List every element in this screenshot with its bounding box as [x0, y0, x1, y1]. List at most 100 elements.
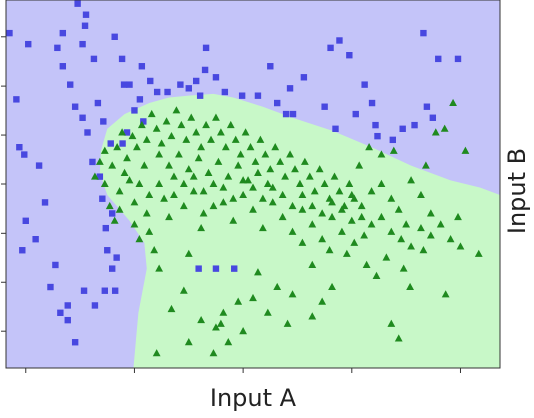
point-triangle — [236, 150, 245, 158]
point-triangle — [266, 165, 275, 173]
point-triangle — [137, 120, 146, 129]
point-triangle — [152, 124, 161, 132]
point-square — [119, 140, 126, 147]
point-triangle — [256, 135, 265, 143]
point-triangle — [268, 198, 277, 206]
point-triangle — [320, 179, 329, 187]
point-triangle — [377, 179, 386, 187]
point-triangle — [91, 172, 99, 180]
point-triangle — [440, 124, 449, 132]
point-triangle — [197, 143, 206, 151]
point-triangle — [145, 190, 154, 199]
point-triangle — [288, 227, 297, 235]
point-square — [64, 302, 71, 309]
point-triangle — [417, 190, 425, 199]
point-triangle — [221, 143, 230, 151]
point-triangle — [165, 212, 173, 221]
point-triangle — [135, 235, 144, 243]
point-square — [81, 22, 89, 29]
point-triangle — [189, 187, 198, 195]
point-triangle — [170, 190, 178, 199]
point-triangle — [372, 271, 381, 279]
point-triangle — [239, 176, 248, 184]
point-triangle — [167, 131, 176, 140]
point-triangle — [234, 161, 243, 169]
point-square — [16, 144, 23, 151]
point-triangle — [426, 209, 435, 217]
point-square — [52, 261, 59, 269]
point-triangle — [298, 190, 307, 199]
point-triangle — [362, 260, 371, 268]
point-triangle — [130, 198, 139, 206]
point-triangle — [214, 157, 223, 165]
point-square — [212, 265, 220, 272]
point-triangle — [377, 212, 386, 221]
point-triangle — [350, 194, 359, 202]
point-square — [120, 81, 128, 88]
point-triangle — [239, 327, 248, 335]
point-triangle — [251, 157, 260, 165]
series-square — [6, 0, 462, 346]
point-triangle — [229, 194, 238, 202]
point-triangle — [249, 183, 257, 191]
point-triangle — [212, 323, 220, 331]
point-triangle — [219, 198, 228, 206]
point-square — [282, 110, 290, 118]
point-square — [274, 99, 281, 107]
point-triangle — [338, 205, 346, 213]
point-triangle — [234, 297, 243, 305]
point-square — [94, 99, 102, 107]
point-triangle — [367, 187, 376, 195]
point-square — [109, 265, 116, 272]
point-square — [454, 55, 462, 63]
point-square — [84, 129, 91, 136]
point-square — [118, 55, 126, 63]
point-triangle — [273, 282, 282, 291]
point-square — [429, 114, 437, 121]
point-triangle — [212, 113, 220, 121]
point-square — [102, 224, 109, 232]
point-square — [177, 81, 184, 88]
point-triangle — [120, 168, 129, 176]
plot-area — [6, 0, 500, 368]
point-triangle — [140, 161, 149, 169]
point-triangle — [278, 190, 287, 199]
point-triangle — [454, 212, 462, 221]
point-square — [196, 92, 204, 99]
point-square — [352, 110, 359, 118]
point-triangle — [360, 231, 369, 239]
point-triangle — [305, 172, 314, 180]
point-square — [332, 125, 339, 132]
point-triangle — [207, 135, 215, 143]
point-triangle — [184, 249, 193, 257]
point-triangle — [219, 308, 228, 316]
point-triangle — [113, 143, 122, 151]
point-square — [21, 151, 28, 158]
point-triangle — [387, 319, 396, 327]
point-triangle — [142, 135, 151, 143]
point-triangle — [249, 293, 257, 302]
point-triangle — [187, 113, 196, 121]
point-triangle — [296, 179, 304, 187]
point-square — [96, 173, 104, 180]
point-triangle — [231, 135, 240, 143]
point-triangle — [162, 117, 171, 125]
point-triangle — [406, 282, 414, 291]
point-triangle — [199, 187, 208, 195]
point-triangle — [179, 179, 188, 187]
point-triangle — [160, 194, 168, 202]
point-square — [185, 85, 192, 92]
point-square — [420, 29, 427, 37]
point-square — [123, 129, 131, 136]
point-triangle — [387, 227, 396, 235]
point-square — [111, 287, 119, 294]
point-square — [35, 162, 43, 169]
point-triangle — [172, 106, 181, 114]
point-triangle — [407, 176, 415, 184]
point-triangle — [184, 338, 193, 346]
point-square — [147, 77, 154, 85]
point-square — [13, 96, 20, 103]
point-triangle — [184, 165, 193, 173]
point-triangle — [449, 98, 457, 107]
point-triangle — [318, 209, 327, 217]
